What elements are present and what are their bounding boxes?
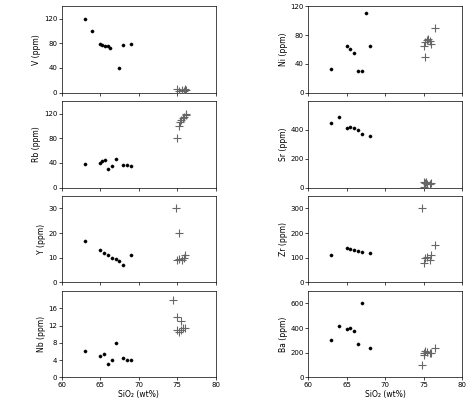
Y-axis label: Rb (ppm): Rb (ppm): [32, 126, 41, 162]
Y-axis label: Ni (ppm): Ni (ppm): [279, 33, 288, 66]
X-axis label: SiO₂ (wt%): SiO₂ (wt%): [118, 390, 159, 399]
Y-axis label: Nb (ppm): Nb (ppm): [36, 316, 46, 352]
Y-axis label: Ba (ppm): Ba (ppm): [279, 317, 288, 352]
X-axis label: SiO₂ (wt%): SiO₂ (wt%): [365, 390, 406, 399]
Y-axis label: Y (ppm): Y (ppm): [36, 224, 46, 254]
Y-axis label: Zr (ppm): Zr (ppm): [279, 222, 288, 256]
Y-axis label: Sr (ppm): Sr (ppm): [279, 128, 288, 161]
Y-axis label: V (ppm): V (ppm): [32, 34, 41, 65]
